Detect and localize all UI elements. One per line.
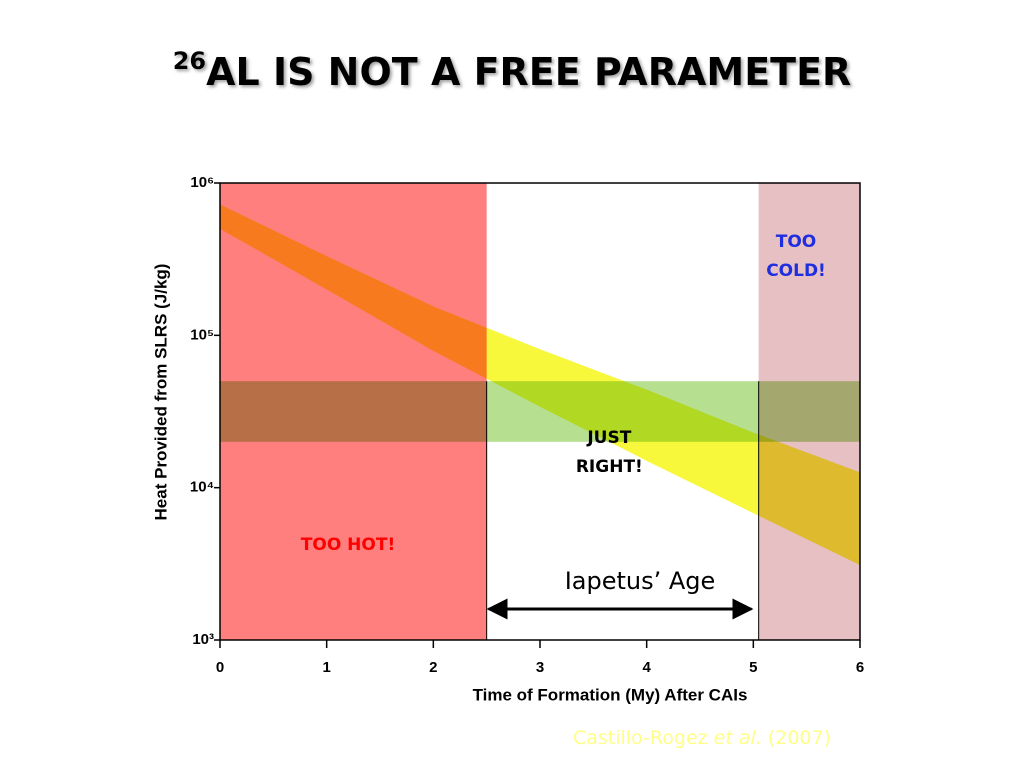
y-tick-label: 10⁵ xyxy=(190,326,214,343)
constraint-band xyxy=(220,381,860,442)
x-tick-label: 3 xyxy=(536,659,544,676)
y-axis-label: Heat Provided from SLRS (J/kg) xyxy=(151,264,170,521)
plot: 0 1 2 3 4 5 6 10³ 10⁴ 10⁵ 10⁶ TOO HOT! TOO COLD! JUST R… xyxy=(190,174,864,676)
x-tick-label: 6 xyxy=(856,659,864,676)
region-label: TOO COLD! xyxy=(766,232,826,281)
x-tick-label: 0 xyxy=(216,659,224,676)
x-tick-label: 5 xyxy=(749,659,757,676)
region-label: TOO HOT! xyxy=(301,535,395,555)
x-tick-label: 2 xyxy=(429,659,437,676)
slide-title: 26AL IS NOT A FREE PARAMETER xyxy=(173,47,852,94)
x-axis-label: Time of Formation (My) After CAIs xyxy=(473,685,748,704)
y-tick-label: 10⁴ xyxy=(190,479,214,496)
constraint-label: JUST RIGHT! xyxy=(576,428,643,477)
citation-authors: Castillo-Rogez xyxy=(573,727,714,749)
region-label-line: TOO xyxy=(776,232,817,252)
arrow-label: Iapetus’ Age xyxy=(565,567,716,595)
x-tick-label: 1 xyxy=(322,659,330,676)
constraint-label-line: RIGHT! xyxy=(576,457,643,477)
citation-year: (2007) xyxy=(762,727,831,749)
constraint-label-line: JUST xyxy=(586,428,631,448)
title-superscript: 26 xyxy=(173,47,206,75)
region-label-line: COLD! xyxy=(766,261,826,281)
y-tick-label: 10⁶ xyxy=(190,174,214,191)
citation: Castillo-Rogez et al. (2007) xyxy=(573,727,831,749)
title-text: AL IS NOT A FREE PARAMETER xyxy=(206,50,851,94)
y-tick-label: 10³ xyxy=(192,631,214,648)
region-label-line: TOO HOT! xyxy=(301,535,395,555)
x-tick-label: 4 xyxy=(642,659,651,676)
citation-etal: et al. xyxy=(714,727,762,749)
